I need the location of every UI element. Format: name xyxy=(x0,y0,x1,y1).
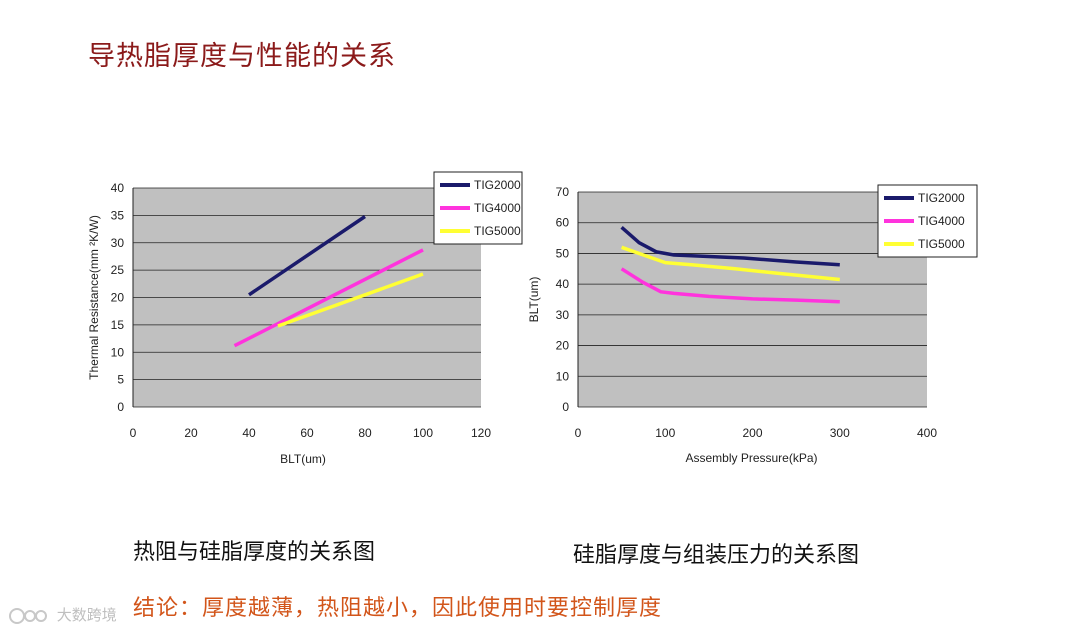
legend-label: TIG5000 xyxy=(918,237,965,251)
page-title: 导热脂厚度与性能的关系 xyxy=(88,41,396,72)
legend-label: TIG4000 xyxy=(474,201,521,215)
y-tick-label: 0 xyxy=(117,400,124,414)
x-tick-label: 400 xyxy=(917,426,937,440)
y-tick-label: 15 xyxy=(111,318,125,332)
series-line-tig5000 xyxy=(277,272,424,328)
x-tick-label: 100 xyxy=(655,426,675,440)
series-line-tig4000 xyxy=(233,248,424,348)
x-axis-label: Assembly Pressure(kPa) xyxy=(685,451,817,465)
y-tick-label: 10 xyxy=(556,369,570,383)
x-tick-label: 60 xyxy=(300,426,314,440)
y-tick-label: 5 xyxy=(117,373,124,387)
legend-label: TIG2000 xyxy=(918,191,965,205)
x-tick-label: 40 xyxy=(242,426,256,440)
y-tick-label: 60 xyxy=(556,216,570,230)
y-tick-label: 20 xyxy=(111,291,125,305)
x-tick-label: 300 xyxy=(830,426,850,440)
y-axis-label: BLT(um) xyxy=(527,277,541,323)
caption-blt-pressure: 硅脂厚度与组装压力的关系图 xyxy=(573,543,860,568)
x-tick-label: 100 xyxy=(413,426,433,440)
x-tick-label: 80 xyxy=(358,426,372,440)
watermark-text: 大数跨境 xyxy=(56,606,117,624)
x-tick-label: 120 xyxy=(471,426,491,440)
y-tick-label: 40 xyxy=(556,277,570,291)
series-line-tig2000 xyxy=(248,215,366,297)
watermark: 大数跨境 xyxy=(8,604,117,625)
y-tick-label: 50 xyxy=(556,246,570,260)
y-tick-label: 0 xyxy=(562,400,569,414)
y-tick-label: 70 xyxy=(556,185,570,199)
y-tick-label: 40 xyxy=(111,181,125,195)
x-tick-label: 0 xyxy=(130,426,137,440)
series-line-tig5000 xyxy=(621,245,840,282)
x-tick-label: 0 xyxy=(575,426,582,440)
y-tick-label: 35 xyxy=(111,208,125,222)
y-tick-label: 10 xyxy=(111,345,125,359)
series-line-tig4000 xyxy=(620,267,840,304)
y-axis-label: Thermal Resistance(mm ²K/W) xyxy=(87,215,101,380)
caption-thermal-resistance: 热阻与硅脂厚度的关系图 xyxy=(133,540,376,565)
chart-2: 0 10 20 30 40 50 60 70 0 100 200 300 400 Assembly Pre… xyxy=(527,184,978,465)
legend: TIG2000 TIG4000 TIG5000 xyxy=(433,171,523,245)
chart-1: 0 5 10 15 20 25 30 35 40 0 20 40 60 80 100 120 BLT(um) Th… xyxy=(87,171,523,466)
x-tick-label: 20 xyxy=(184,426,198,440)
x-axis-label: BLT(um) xyxy=(280,452,326,466)
y-tick-label: 20 xyxy=(556,339,570,353)
conclusion-text: 结论：厚度越薄，热阻越小，因此使用时要控制厚度 xyxy=(133,596,663,621)
legend-label: TIG5000 xyxy=(474,224,521,238)
y-tick-label: 30 xyxy=(556,308,570,322)
legend: TIG2000 TIG4000 TIG5000 xyxy=(877,184,978,258)
watermark-logo-icon xyxy=(9,607,47,624)
x-tick-label: 200 xyxy=(742,426,762,440)
legend-label: TIG2000 xyxy=(474,178,521,192)
legend-label: TIG4000 xyxy=(918,214,965,228)
y-tick-label: 30 xyxy=(111,236,125,250)
series-line-tig2000 xyxy=(620,225,840,267)
y-tick-label: 25 xyxy=(111,263,125,277)
